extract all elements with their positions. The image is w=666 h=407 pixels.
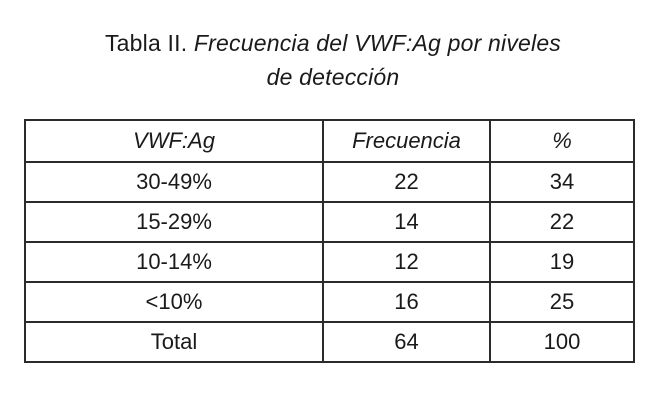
table-row: 10-14% 12 19 <box>24 241 635 283</box>
table-row: 30-49% 22 34 <box>24 161 635 203</box>
header-row: VWF:Ag Frecuencia % <box>24 119 635 163</box>
cell-total-percent: 100 <box>489 321 635 363</box>
cell-frequency: 16 <box>322 281 491 323</box>
cell-frequency: 14 <box>322 201 491 243</box>
caption-line-1: Tabla II. Frecuencia del VWF:Ag por nive… <box>0 26 666 60</box>
cell-frequency: 22 <box>322 161 491 203</box>
table-caption: Tabla II. Frecuencia del VWF:Ag por nive… <box>0 26 666 94</box>
total-row: Total 64 100 <box>24 321 635 363</box>
table-row: <10% 16 25 <box>24 281 635 323</box>
caption-title-part-2: de detección <box>266 64 400 90</box>
cell-percent: 19 <box>489 241 635 283</box>
cell-level: <10% <box>24 281 324 323</box>
cell-level: 10-14% <box>24 241 324 283</box>
caption-title-part-1: Frecuencia del VWF:Ag por niveles <box>193 30 562 56</box>
header-percent: % <box>489 119 635 163</box>
cell-frequency: 12 <box>322 241 491 283</box>
cell-percent: 25 <box>489 281 635 323</box>
table-row: 15-29% 14 22 <box>24 201 635 243</box>
cell-percent: 22 <box>489 201 635 243</box>
cell-level: 30-49% <box>24 161 324 203</box>
cell-total-label: Total <box>24 321 324 363</box>
header-vwf-ag: VWF:Ag <box>24 119 324 163</box>
cell-level: 15-29% <box>24 201 324 243</box>
cell-total-frequency: 64 <box>322 321 491 363</box>
cell-percent: 34 <box>489 161 635 203</box>
frequency-table: VWF:Ag Frecuencia % 30-49% 22 34 15-29% … <box>24 119 635 363</box>
header-frecuencia: Frecuencia <box>322 119 491 163</box>
caption-label: Tabla II. <box>104 30 188 56</box>
